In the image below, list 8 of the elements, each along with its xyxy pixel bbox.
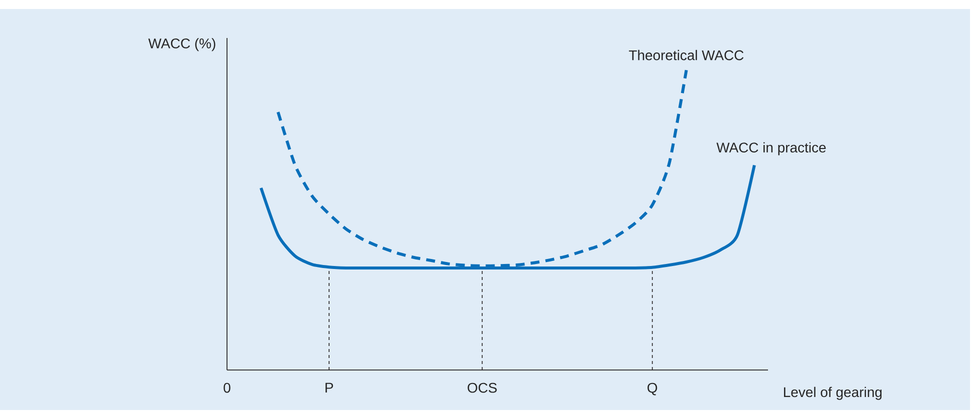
x-tick-label: P [326,382,334,392]
x-tick-label: Q [648,382,658,396]
x-tick-label: OCS [468,382,497,393]
series-label: Theoretical WACC [628,50,744,60]
x-axis-title: Level of gearing [784,386,882,400]
x-tick-label: 0 [224,382,230,393]
series-label: WACC in practice [716,142,826,156]
y-axis-title: WACC (%) [148,38,216,52]
